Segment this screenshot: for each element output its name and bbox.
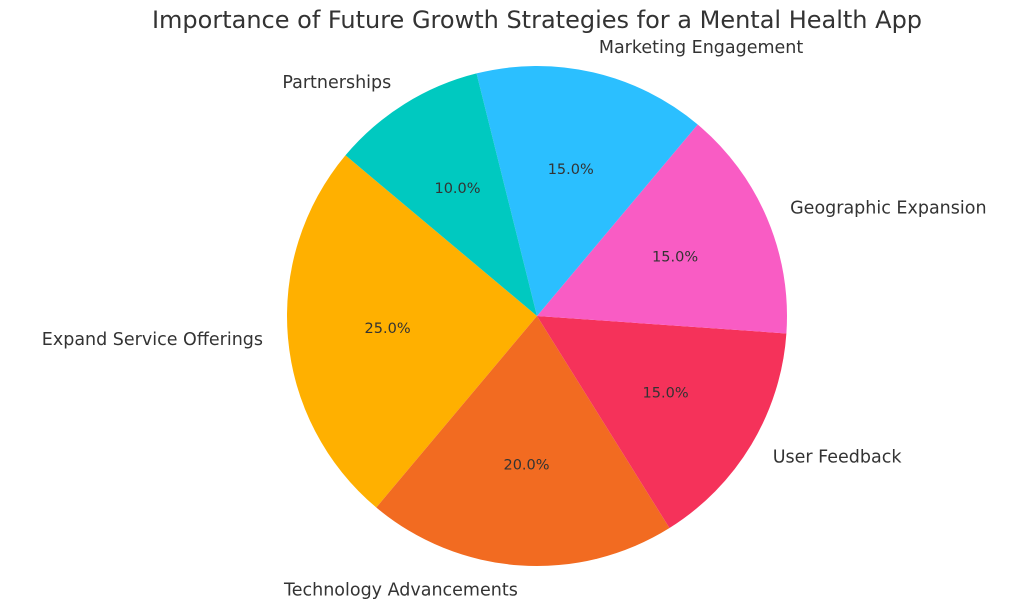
pie-slices xyxy=(287,65,787,566)
percent-label-geographic-expansion: 15.0% xyxy=(652,249,698,265)
pie-slice-expand-service-offerings xyxy=(287,155,537,508)
pie-slice-user-feedback xyxy=(537,316,787,529)
category-label-partnerships: Partnerships xyxy=(282,73,391,93)
category-label-expand-service-offerings: Expand Service Offerings xyxy=(42,330,263,350)
category-label-marketing-engagement: Marketing Engagement xyxy=(599,38,804,58)
pie-slice-technology-advancements xyxy=(376,316,670,566)
category-labels: Expand Service Offerings Technology Advan… xyxy=(42,38,987,600)
percent-labels: 25.0% 20.0% 15.0% 15.0% 15.0% 10.0% xyxy=(365,162,699,474)
percent-label-technology-advancements: 20.0% xyxy=(503,458,549,474)
pie-slice-marketing-engagement xyxy=(476,65,698,316)
category-label-technology-advancements: Technology Advancements xyxy=(283,580,518,600)
category-label-user-feedback: User Feedback xyxy=(773,448,903,468)
percent-label-user-feedback: 15.0% xyxy=(643,385,689,401)
percent-label-marketing-engagement: 15.0% xyxy=(548,162,594,178)
pie-slice-partnerships xyxy=(345,73,537,316)
percent-label-expand-service-offerings: 25.0% xyxy=(365,321,411,337)
pie-slice-geographic-expansion xyxy=(537,124,787,334)
category-label-geographic-expansion: Geographic Expansion xyxy=(790,199,986,219)
chart-title: Importance of Future Growth Strategies f… xyxy=(151,6,923,34)
percent-label-partnerships: 10.0% xyxy=(434,181,480,197)
